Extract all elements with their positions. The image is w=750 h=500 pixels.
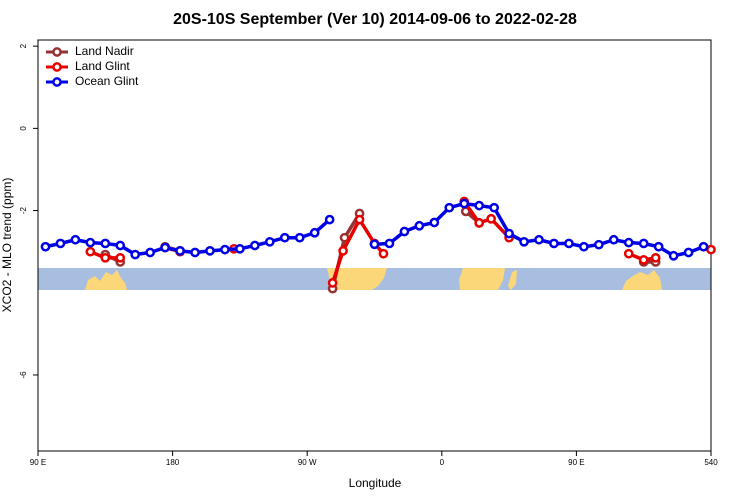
point xyxy=(683,247,694,258)
point xyxy=(384,238,395,249)
point xyxy=(414,220,425,231)
point xyxy=(339,232,350,243)
point xyxy=(638,238,649,249)
point xyxy=(459,198,470,209)
point xyxy=(369,239,380,250)
point xyxy=(85,237,96,248)
point xyxy=(706,244,716,255)
point xyxy=(698,241,709,252)
land xyxy=(327,268,387,290)
legend-marker xyxy=(52,77,62,87)
point xyxy=(354,214,365,225)
point xyxy=(444,202,455,213)
point xyxy=(486,213,497,224)
x-tick-label: 90 E xyxy=(30,458,46,467)
point xyxy=(534,234,544,245)
point xyxy=(429,217,440,228)
point xyxy=(55,238,66,249)
point xyxy=(309,227,320,238)
point xyxy=(145,247,156,258)
point xyxy=(327,278,338,288)
point xyxy=(40,241,51,252)
point xyxy=(115,240,126,251)
point xyxy=(324,214,335,225)
point xyxy=(205,245,215,256)
y-tick-label: 0 xyxy=(19,126,28,131)
point xyxy=(70,234,81,245)
point xyxy=(378,248,389,259)
point xyxy=(100,238,111,249)
y-tick-label: -6 xyxy=(19,371,28,379)
x-axis-label: Longitude xyxy=(349,476,402,490)
map-strip xyxy=(38,268,711,290)
legend-marker xyxy=(52,62,62,72)
point xyxy=(650,252,661,263)
x-tick-label: 0 xyxy=(440,458,445,467)
point xyxy=(564,238,574,249)
x-tick-label: 540 xyxy=(704,458,718,467)
point xyxy=(264,236,275,247)
point xyxy=(593,239,604,250)
point xyxy=(653,241,664,252)
point xyxy=(504,228,514,239)
y-tick-label: 2 xyxy=(19,43,28,48)
point xyxy=(608,234,619,245)
legend-label: Ocean Glint xyxy=(75,74,139,88)
chart-title: 20S-10S September (Ver 10) 2014-09-06 to… xyxy=(173,11,577,28)
point xyxy=(579,241,589,252)
land xyxy=(459,268,505,290)
land xyxy=(622,270,662,290)
point xyxy=(130,249,141,260)
point xyxy=(235,243,245,254)
point xyxy=(399,226,410,237)
y-axis-label: XCO2 - MLO trend (ppm) xyxy=(0,178,14,313)
point xyxy=(489,202,499,213)
point xyxy=(338,245,348,256)
point xyxy=(85,246,96,257)
legend-label: Land Nadir xyxy=(75,44,134,58)
point xyxy=(474,218,485,228)
point xyxy=(175,245,185,256)
y-tick-label: -2 xyxy=(19,206,28,214)
land xyxy=(508,270,517,290)
point xyxy=(160,242,170,253)
x-tick-label: 90 W xyxy=(298,458,317,467)
point xyxy=(623,248,634,259)
legend-label: Land Glint xyxy=(75,59,130,73)
x-tick-label: 180 xyxy=(166,458,180,467)
legend-marker xyxy=(52,47,62,57)
point xyxy=(474,200,485,211)
point xyxy=(100,252,111,263)
point xyxy=(668,250,679,261)
x-tick-label: 90 E xyxy=(568,458,584,467)
point xyxy=(294,232,305,243)
point xyxy=(519,236,529,247)
point xyxy=(190,247,200,258)
point xyxy=(638,255,649,265)
point xyxy=(623,237,634,248)
point xyxy=(279,232,290,243)
point xyxy=(115,252,126,263)
land xyxy=(85,270,127,290)
point xyxy=(220,244,230,255)
point xyxy=(250,240,260,251)
point xyxy=(549,238,559,249)
